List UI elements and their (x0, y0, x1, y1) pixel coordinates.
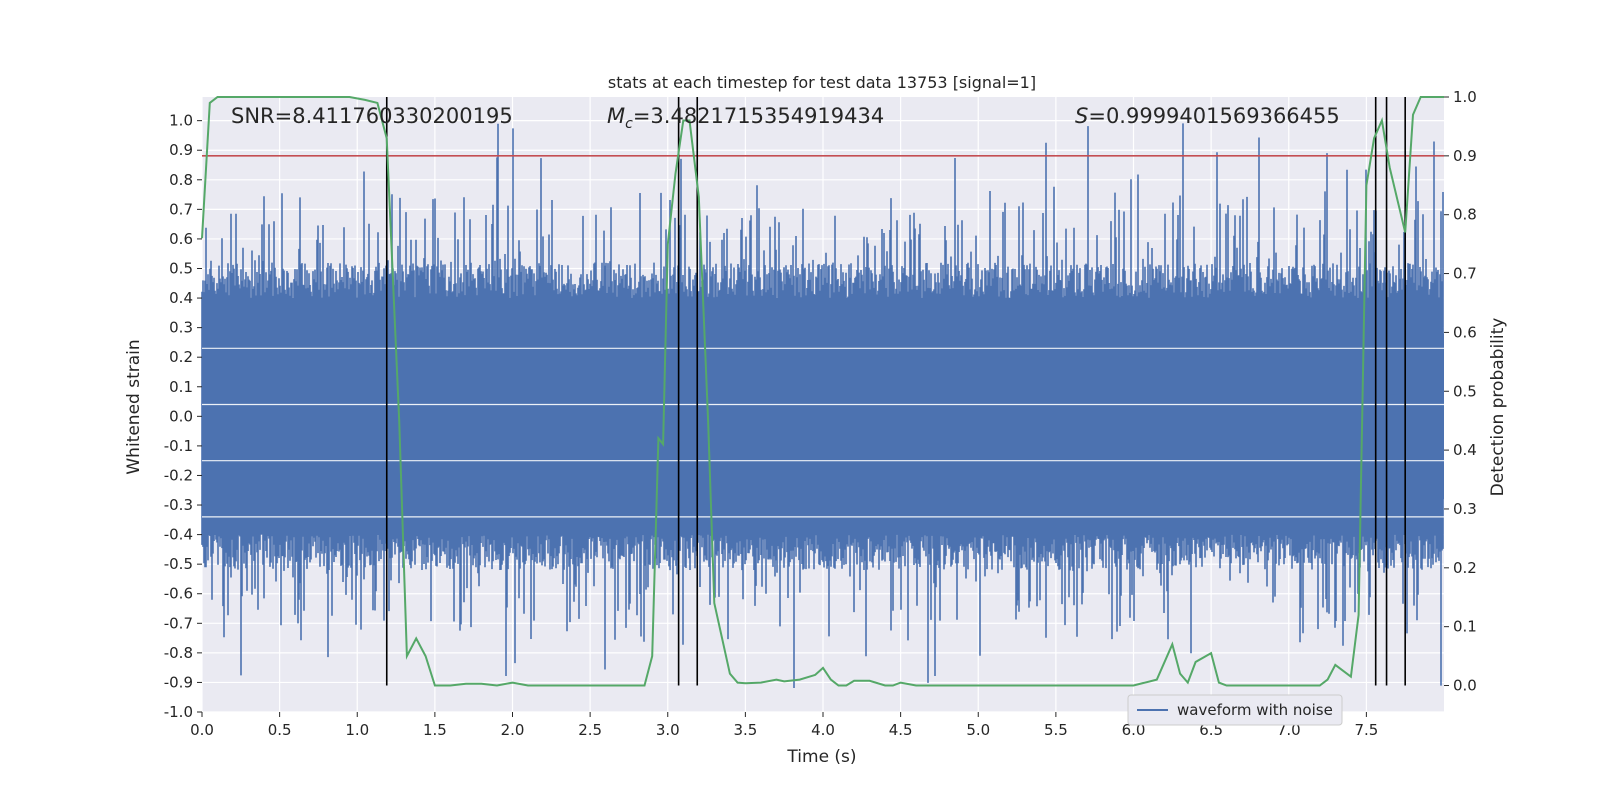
left-y-tick-label: 0.8 (169, 171, 193, 189)
score-annotation: S=0.9999401569366455 (1075, 104, 1340, 128)
x-tick-label: 4.5 (889, 721, 913, 739)
x-tick-label: 0.5 (268, 721, 292, 739)
x-tick-label: 1.5 (423, 721, 447, 739)
right-y-tick-label: 0.7 (1453, 265, 1477, 283)
x-tick-label: 2.5 (578, 721, 602, 739)
x-tick-label: 3.5 (733, 721, 757, 739)
left-y-tick-label: 0.4 (169, 289, 193, 307)
right-y-tick-label: 0.0 (1453, 677, 1477, 695)
left-y-tick-label: 0.7 (169, 200, 193, 218)
x-tick-label: 3.0 (656, 721, 680, 739)
right-y-axis-ticks: 1.0 0.9 0.8 0.7 0.6 0.5 0.4 0.3 0.2 0.1 0.0 (1444, 88, 1477, 695)
left-y-tick-label: 0.0 (169, 407, 193, 425)
left-y-tick-label: -0.6 (164, 585, 193, 603)
left-y-tick-label: -1.0 (164, 703, 193, 721)
x-tick-label: 5.5 (1044, 721, 1068, 739)
score-value: =0.9999401569366455 (1088, 104, 1339, 128)
left-y-axis-label: Whitened strain (124, 339, 144, 474)
left-y-tick-label: -0.2 (164, 466, 193, 484)
right-y-tick-label: 0.2 (1453, 559, 1477, 577)
left-y-tick-label: 1.0 (169, 112, 193, 130)
left-y-tick-label: 0.1 (169, 378, 193, 396)
probability-trace (201, 96, 1444, 687)
score-symbol: S (1075, 104, 1088, 128)
right-y-tick-label: 0.8 (1453, 206, 1477, 224)
x-tick-label: 0.0 (190, 721, 214, 739)
left-y-tick-label: -0.1 (164, 437, 193, 455)
left-y-tick-label: 0.2 (169, 348, 193, 366)
chirp-mass-symbol: M (607, 104, 625, 128)
left-y-tick-label: -0.9 (164, 673, 193, 691)
left-y-tick-label: -0.8 (164, 644, 193, 662)
chart-title: stats at each timestep for test data 137… (608, 73, 1036, 92)
legend-label: waveform with noise (1177, 701, 1333, 719)
left-y-tick-label: 0.5 (169, 259, 193, 277)
right-y-tick-label: 0.9 (1453, 147, 1477, 165)
left-y-tick-label: 0.3 (169, 319, 193, 337)
right-y-tick-label: 1.0 (1453, 88, 1477, 106)
vertical-markers (385, 97, 1406, 686)
left-y-tick-label: -0.7 (164, 614, 193, 632)
left-y-tick-label: -0.5 (164, 555, 193, 573)
left-y-tick-label: -0.3 (164, 496, 193, 514)
legend: waveform with noise (1127, 694, 1343, 726)
left-y-tick-label: -0.4 (164, 526, 193, 544)
x-axis-label: Time (s) (786, 747, 856, 767)
right-y-tick-label: 0.1 (1453, 618, 1477, 636)
right-y-tick-label: 0.6 (1453, 323, 1477, 341)
right-y-tick-label: 0.3 (1453, 500, 1477, 518)
x-tick-label: 4.0 (811, 721, 835, 739)
left-y-axis-ticks: 1.0 0.9 0.8 0.7 0.6 0.5 0.4 0.3 0.2 0.1 0.0 -0.1 -0.… (164, 112, 202, 721)
waveform-core (202, 333, 1444, 500)
left-y-tick-label: 0.9 (169, 141, 193, 159)
x-tick-label: 1.0 (345, 721, 369, 739)
x-tick-label: 5.0 (966, 721, 990, 739)
chirp-mass-annotation: Mc=3.4821715354919434 (607, 104, 884, 132)
right-y-tick-label: 0.4 (1453, 441, 1477, 459)
snr-annotation: SNR=8.411760330200195 (231, 104, 513, 128)
right-y-axis-label: Detection probability (1488, 318, 1508, 497)
chirp-mass-value: =3.4821715354919434 (633, 104, 884, 128)
right-y-tick-label: 0.5 (1453, 382, 1477, 400)
left-y-tick-label: 0.6 (169, 230, 193, 248)
x-tick-label: 2.0 (501, 721, 525, 739)
x-tick-label: 7.5 (1354, 721, 1378, 739)
chirp-mass-subscript: c (625, 116, 633, 132)
waveform-series (201, 123, 1444, 688)
legend-box (1127, 694, 1343, 726)
probability-series (201, 96, 1444, 687)
